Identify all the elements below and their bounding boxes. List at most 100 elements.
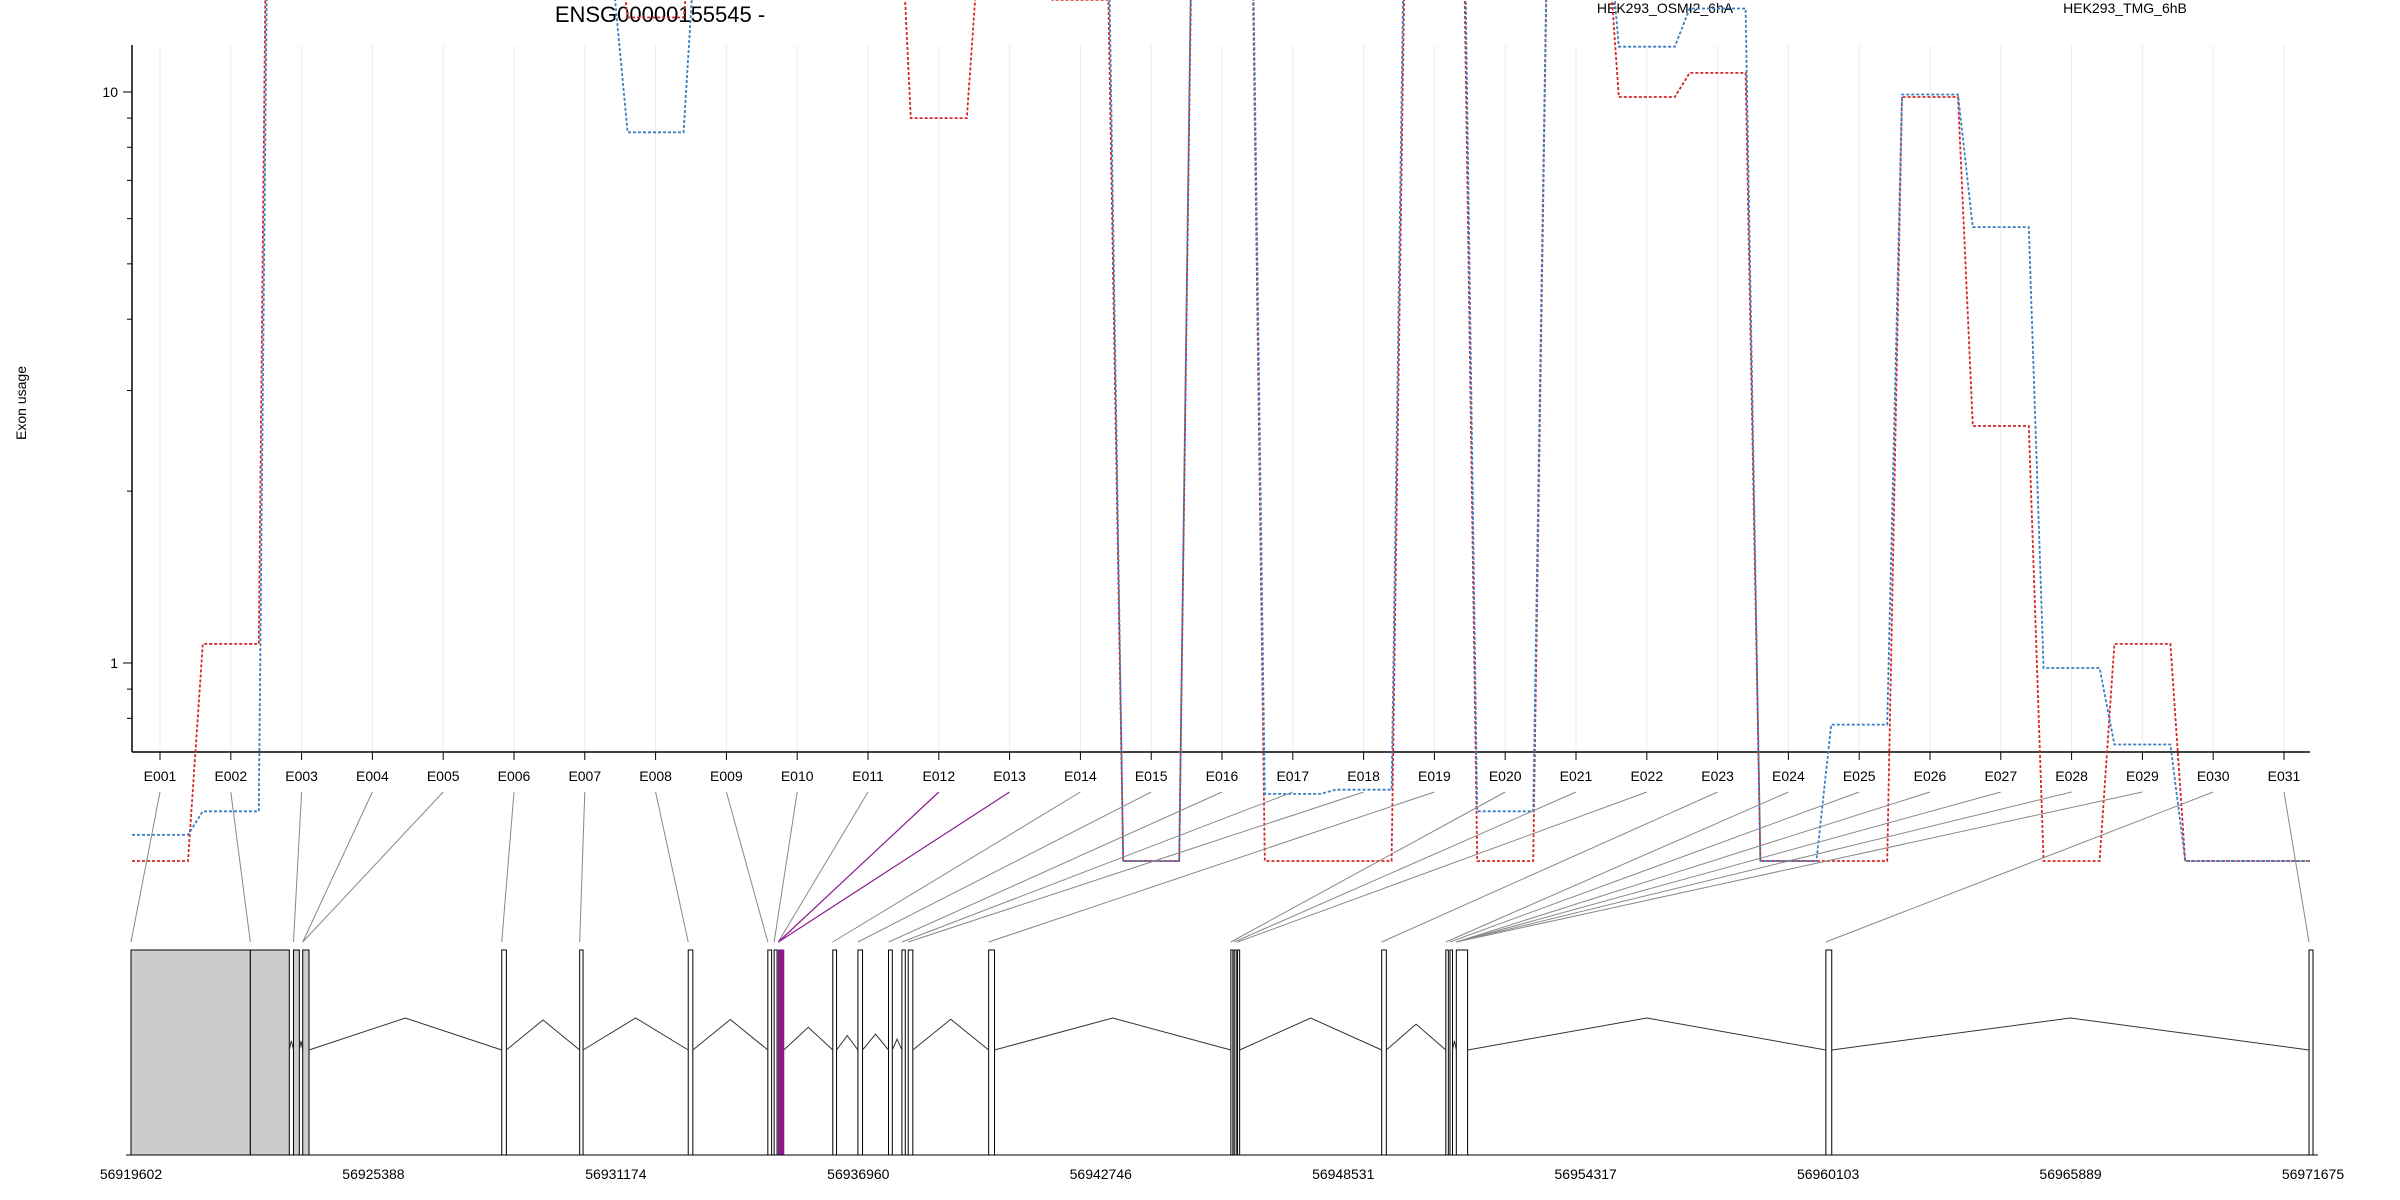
exon-connector-E030	[1825, 791, 2214, 943]
x-tick-label-E024: E024	[1772, 768, 1805, 784]
exon-connector-E019	[988, 791, 1435, 943]
exon-connector-E028	[1456, 791, 2072, 943]
gene-exon-block	[888, 949, 893, 1156]
x-tick-label-E001: E001	[144, 768, 177, 784]
gene-exon-block	[773, 949, 778, 1156]
gene-exon-block	[988, 949, 996, 1156]
exon-connector-E001	[130, 791, 161, 943]
gene-intron-line	[692, 1018, 769, 1051]
coordinate-label: 56965889	[2039, 1166, 2102, 1182]
exon-connector-E010	[773, 791, 798, 943]
gene-exon-block	[907, 949, 914, 1156]
y-axis-label: Exon usage	[13, 366, 29, 440]
exon-connector-E014	[832, 791, 1081, 943]
exon-connector-lines	[130, 791, 2310, 943]
gene-exon-block	[1825, 949, 1833, 1156]
x-tick-label-E016: E016	[1206, 768, 1239, 784]
exon-connector-E022	[1237, 791, 1647, 943]
gene-intron-line	[862, 1033, 889, 1051]
exon-connector-E018	[908, 791, 1364, 943]
gene-intron-line	[1452, 1040, 1457, 1051]
exon-connector-E029	[1456, 791, 2143, 943]
x-tick-label-E006: E006	[498, 768, 531, 784]
x-tick-label-E026: E026	[1914, 768, 1947, 784]
gene-intron-line	[836, 1034, 859, 1051]
gene-intron-line	[783, 1026, 834, 1051]
gene-exon-block	[2308, 949, 2314, 1156]
coordinate-label: 56971675	[2282, 1166, 2345, 1182]
genomic-coordinate-labels: 56919602 56925388 56931174 56936960 56942746…	[100, 1166, 2345, 1182]
gene-exon-block	[130, 949, 251, 1156]
x-tick-label-E009: E009	[710, 768, 743, 784]
series-line-2	[132, 0, 2310, 862]
coordinate-label: 56948531	[1312, 1166, 1375, 1182]
gene-exon-block	[1381, 949, 1387, 1156]
chart-title: ENSG00000155545 -	[555, 2, 765, 27]
x-tick-label-E027: E027	[1984, 768, 2017, 784]
gene-exon-block	[832, 949, 838, 1156]
gene-intron-line	[891, 1037, 903, 1051]
x-tick-label-E019: E019	[1418, 768, 1451, 784]
x-tick-label-E017: E017	[1276, 768, 1309, 784]
y-axis-ticks: 110100	[102, 84, 132, 719]
x-tick-label-E031: E031	[2268, 768, 2301, 784]
gene-intron-line	[298, 1040, 304, 1051]
exon-connector-E002	[230, 791, 251, 943]
exon-connector-E006	[501, 791, 515, 943]
x-tick-label-E008: E008	[639, 768, 672, 784]
gene-intron-line	[1239, 1017, 1382, 1051]
gene-intron-line	[582, 1017, 689, 1051]
x-tick-label-E030: E030	[2197, 768, 2230, 784]
x-tick-label-E025: E025	[1843, 768, 1876, 784]
coordinate-label: 56960103	[1797, 1166, 1860, 1182]
x-tick-label-E004: E004	[356, 768, 389, 784]
x-axis-ticks: E001 E002 E003 E004 E005 E006 E007 E008 E009 E010…	[144, 752, 2301, 784]
exon-connector-E021	[1234, 791, 1577, 943]
gene-exon-block	[302, 949, 310, 1156]
x-tick-label-E018: E018	[1347, 768, 1380, 784]
x-tick-label-E011: E011	[852, 768, 884, 784]
gene-exon-block	[579, 949, 584, 1156]
exon-connector-E024	[1445, 791, 1789, 943]
legend-entry-series-1: HEK293_OSMI2_6hA	[1597, 0, 1734, 16]
gene-intron-line	[506, 1019, 581, 1051]
gene-model	[126, 949, 2318, 1156]
y-tick-label: 10	[102, 84, 118, 100]
coordinate-label: 56954317	[1555, 1166, 1618, 1182]
gene-exon-block	[1445, 949, 1449, 1156]
coordinate-label: 56919602	[100, 1166, 163, 1182]
axes	[131, 45, 2310, 753]
series-lines	[132, 0, 2310, 862]
x-tick-label-E013: E013	[993, 768, 1026, 784]
exon-connector-E016	[888, 791, 1223, 943]
gene-exon-block	[857, 949, 864, 1156]
coordinate-label: 56942746	[1070, 1166, 1133, 1182]
x-tick-label-E003: E003	[285, 768, 318, 784]
legend-entry-series-2: HEK293_TMG_6hB	[2063, 0, 2187, 16]
gene-intron-line	[288, 1040, 294, 1051]
gene-exon-block	[501, 949, 507, 1156]
gene-exon-block	[687, 949, 694, 1156]
x-tick-label-E005: E005	[427, 768, 460, 784]
exon-connector-E013	[777, 791, 1010, 943]
exon-connector-E012	[777, 791, 940, 943]
exon-connector-E015	[857, 791, 1152, 943]
gene-intron-line	[994, 1017, 1231, 1051]
exon-connector-E026	[1456, 791, 1931, 943]
x-tick-label-E020: E020	[1489, 768, 1522, 784]
gene-intron-line	[1831, 1017, 2310, 1051]
exon-connector-E023	[1381, 791, 1718, 943]
x-tick-label-E010: E010	[781, 768, 814, 784]
gene-intron-line	[308, 1017, 502, 1051]
exon-connector-E007	[579, 791, 586, 943]
x-tick-label-E028: E028	[2055, 768, 2088, 784]
exon-connector-E003	[292, 791, 303, 943]
x-tick-label-E014: E014	[1064, 768, 1097, 784]
gene-exon-block	[767, 949, 773, 1156]
gene-exon-block	[1233, 949, 1237, 1156]
x-tick-label-E002: E002	[214, 768, 247, 784]
gene-exon-block	[249, 949, 290, 1156]
exon-connector-E005	[302, 791, 444, 943]
exon-connector-E017	[901, 791, 1293, 943]
